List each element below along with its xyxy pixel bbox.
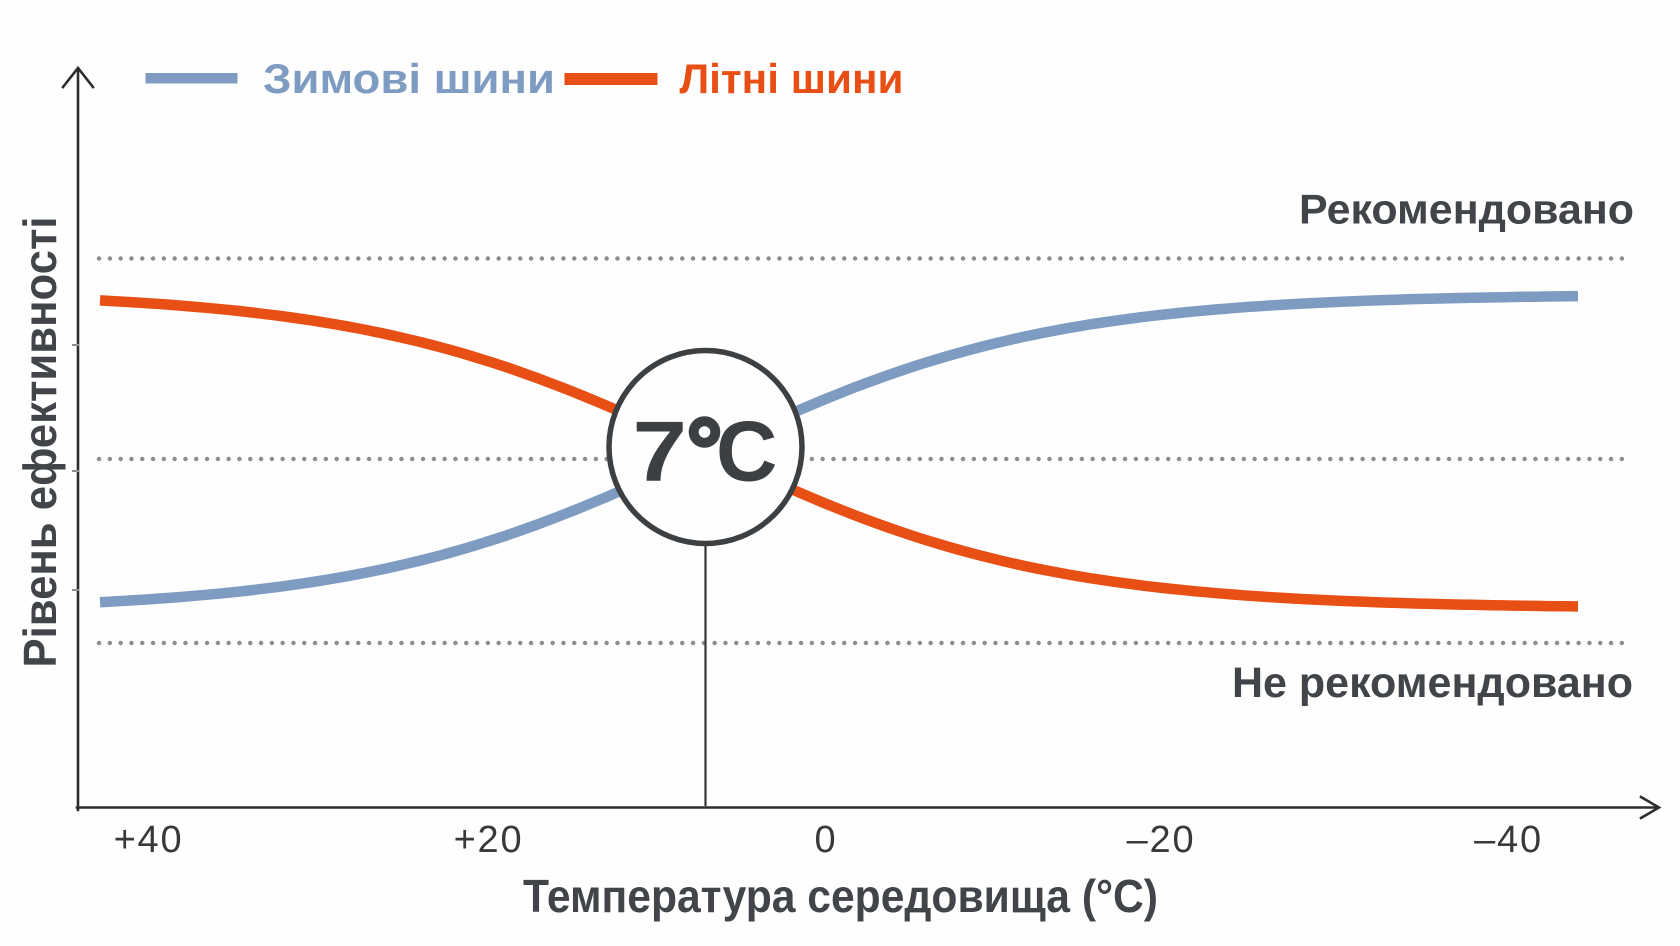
svg-text:Рекомендовано: Рекомендовано [1299,186,1634,233]
svg-text:Не рекомендовано: Не рекомендовано [1232,659,1633,707]
svg-text:–40: –40 [1474,819,1543,861]
svg-text:C: C [716,405,777,500]
svg-text:Літні шини: Літні шини [680,55,904,102]
svg-text:Зимові шини: Зимові шини [263,55,555,102]
svg-text:0: 0 [815,819,838,861]
svg-text:Рівень ефективності: Рівень ефективності [14,217,66,668]
svg-text:–20: –20 [1127,819,1196,861]
svg-text:Температура середовища (°C): Температура середовища (°C) [523,870,1158,922]
svg-text:+20: +20 [454,819,524,861]
svg-text:7: 7 [633,405,688,500]
svg-text:+40: +40 [114,819,184,861]
